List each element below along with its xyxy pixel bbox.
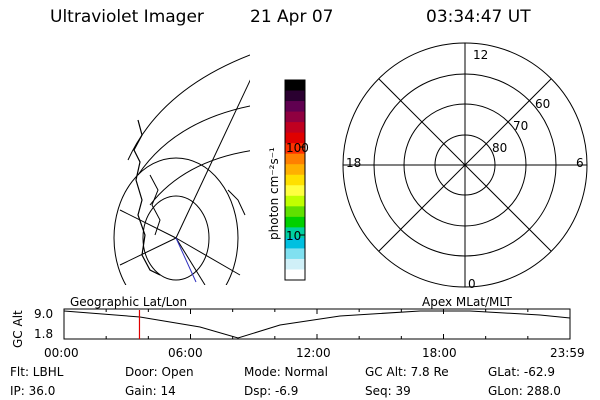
apex-map-label: Apex MLat/MLT (422, 295, 512, 309)
gain-status: Gain: 14 (125, 384, 176, 398)
colorbar-swatch (285, 80, 305, 92)
colorbar-swatch (285, 237, 305, 250)
colorbar-unit-label: photon cm⁻²s⁻¹ (267, 147, 281, 240)
colorbar-tick-100: 100 (286, 141, 309, 155)
time-tick-0600: 06:00 (168, 346, 203, 360)
colorbar-swatch (285, 185, 305, 197)
altitude-tick-1-8: 1.8 (34, 327, 54, 341)
date-label: 21 Apr 07 (250, 7, 334, 27)
colorbar-swatch (285, 216, 305, 228)
colorbar-frame (284, 79, 306, 281)
colorbar-tick-10: 10 (286, 229, 302, 243)
altitude-axis-label: GC Alt (11, 310, 25, 348)
lat-label-70: 70 (513, 119, 529, 133)
colorbar-swatch (285, 174, 305, 186)
colorbar (284, 79, 306, 281)
mlt-label-18: 18 (346, 156, 362, 170)
lat-label-80: 80 (492, 141, 508, 155)
gc-alt-status: GC Alt: 7.8 Re (365, 365, 449, 379)
geographic-map (113, 54, 250, 285)
time-tick-1200: 12:00 (296, 346, 331, 360)
glat-status: GLat: -62.9 (488, 365, 555, 379)
mode-status: Mode: Normal (244, 365, 328, 379)
time-tick-2359: 23:59 (550, 346, 585, 360)
colorbar-swatch (285, 195, 305, 207)
colorbar-swatch (285, 122, 305, 134)
colorbar-swatch (285, 206, 305, 218)
colorbar-swatch (285, 248, 305, 260)
seq-status: Seq: 39 (365, 384, 411, 398)
colorbar-swatch (285, 153, 305, 165)
colorbar-swatch (285, 111, 305, 123)
time-label: 03:34:47 UT (426, 7, 531, 27)
colorbar-swatch (285, 164, 305, 176)
colorbar-swatch (285, 101, 305, 113)
mlt-label-0: 0 (468, 277, 476, 291)
door-status: Door: Open (125, 365, 194, 379)
mlt-label-12: 12 (473, 48, 489, 62)
time-tick-0000: 00:00 (44, 346, 79, 360)
altitude-tick-9: 9.0 (34, 307, 54, 321)
instrument-title: Ultraviolet Imager (50, 7, 204, 27)
glon-status: GLon: 288.0 (488, 384, 561, 398)
colorbar-swatch (285, 227, 305, 239)
ip-status: IP: 36.0 (10, 384, 56, 398)
mlt-label-6: 6 (576, 156, 584, 170)
time-tick-1800: 18:00 (422, 346, 457, 360)
altitude-panel (63, 308, 571, 340)
colorbar-swatch (285, 90, 305, 102)
polar-plot (342, 42, 588, 288)
colorbar-swatch (285, 258, 305, 271)
colorbar-swatch (285, 143, 305, 155)
lat-label-60: 60 (535, 97, 551, 111)
geographic-map-label: Geographic Lat/Lon (70, 295, 188, 309)
dsp-status: Dsp: -6.9 (244, 384, 299, 398)
colorbar-swatch (285, 269, 305, 281)
colorbar-swatch (285, 132, 305, 144)
filter-status: Flt: LBHL (10, 365, 64, 379)
